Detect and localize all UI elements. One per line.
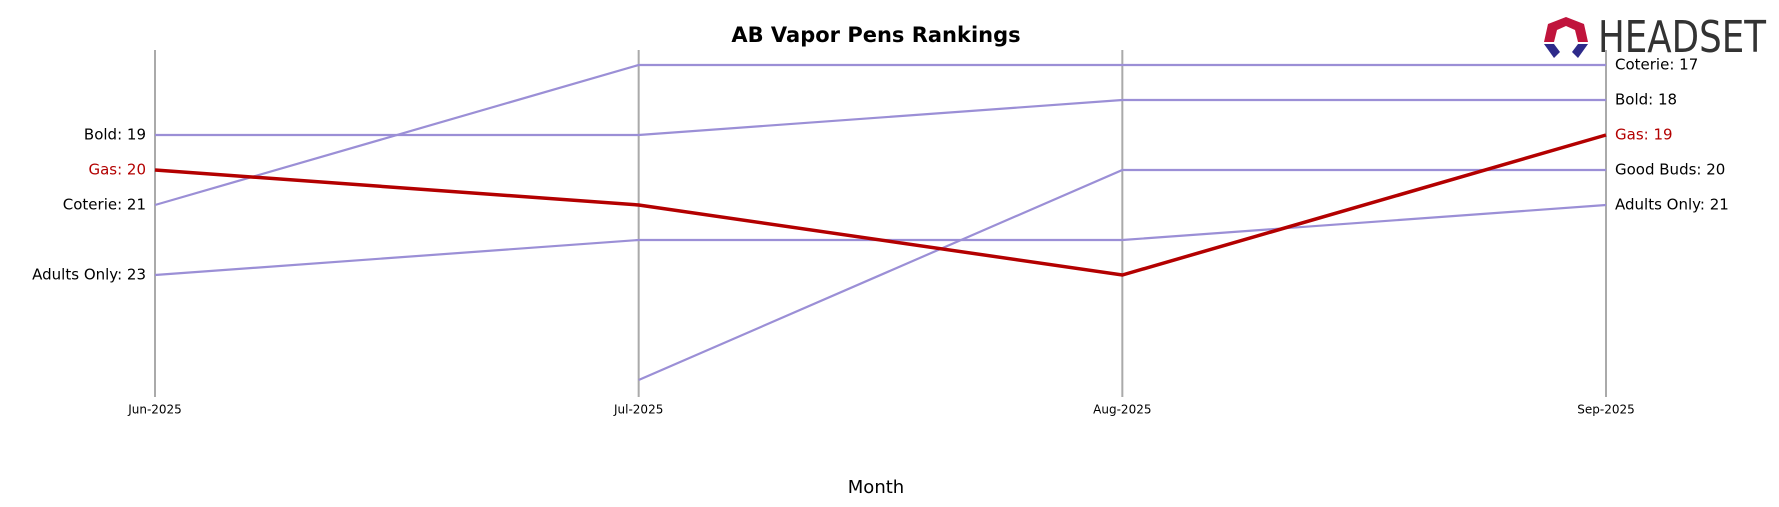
- series-line: [154, 133, 1607, 277]
- series-line: [638, 168, 1606, 382]
- x-tick-label: Sep-2025: [1577, 403, 1635, 417]
- logo-icon: [1544, 44, 1560, 58]
- value-label: Gas: 19: [1615, 126, 1673, 144]
- value-label: Good Buds: 20: [1615, 161, 1725, 179]
- logo: HEADSET: [1544, 12, 1766, 63]
- chart-title: AB Vapor Pens Rankings: [731, 23, 1020, 47]
- logo-text: HEADSET: [1598, 12, 1766, 63]
- logo-icon: [1544, 17, 1588, 42]
- value-label: Gas: 20: [88, 161, 146, 179]
- value-label: Coterie: 21: [63, 196, 146, 214]
- series-line: [155, 98, 1606, 137]
- value-label: Adults Only: 21: [1615, 196, 1729, 214]
- value-label: Coterie: 17: [1615, 56, 1698, 74]
- x-tick-label: Jun-2025: [127, 403, 182, 417]
- logo-icon: [1572, 44, 1588, 58]
- x-axis-label: Month: [848, 477, 904, 498]
- value-label: Bold: 18: [1615, 91, 1677, 109]
- value-label: Adults Only: 23: [32, 266, 146, 284]
- value-label: Bold: 19: [84, 126, 146, 144]
- x-tick-label: Aug-2025: [1093, 403, 1151, 417]
- x-tick-label: Jul-2025: [613, 403, 663, 417]
